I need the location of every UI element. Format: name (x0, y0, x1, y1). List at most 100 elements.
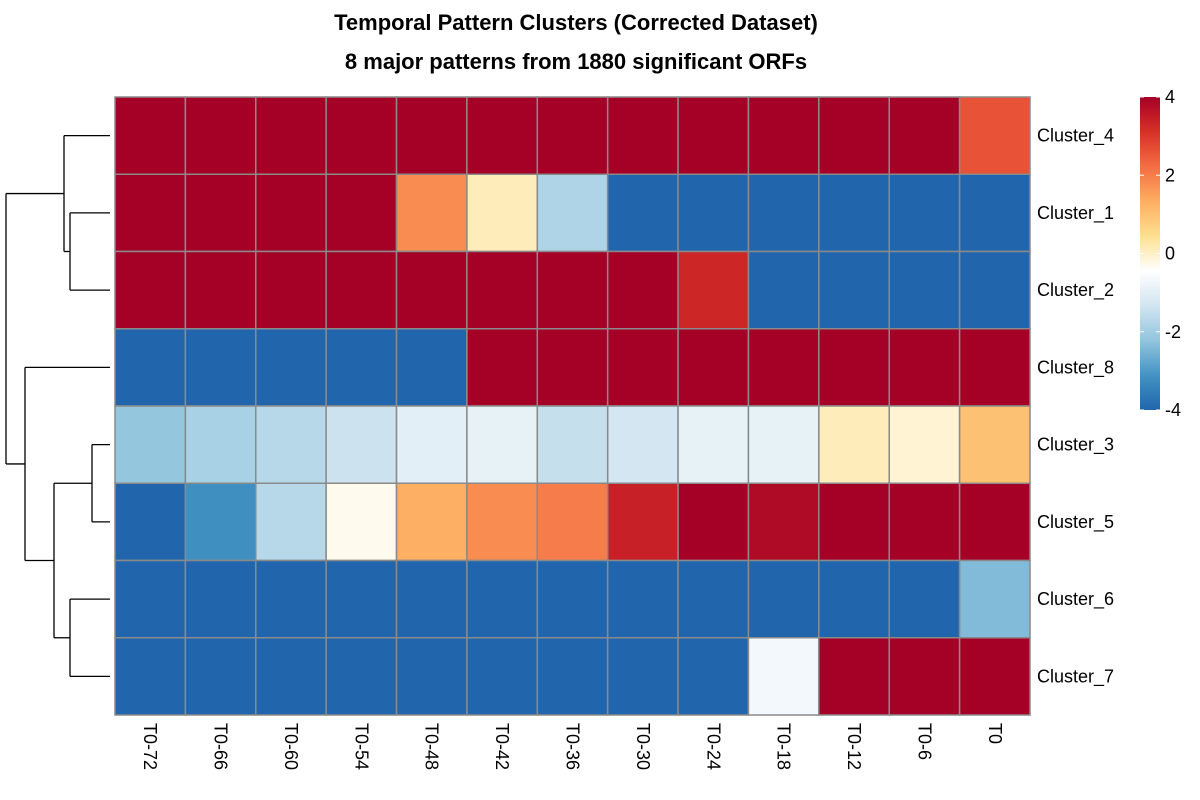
heatmap-cell (677, 250, 750, 330)
heatmap-cell (606, 637, 679, 716)
column-label: T0-60 (281, 723, 301, 770)
heatmap-cell (255, 96, 327, 175)
heatmap-cell (677, 328, 750, 407)
heatmap-cell (888, 250, 961, 330)
heatmap-cell (958, 328, 1031, 407)
heatmap-cell (606, 328, 679, 407)
legend-tick-label: 2 (1165, 165, 1175, 185)
row-label: Cluster_6 (1037, 589, 1114, 610)
heatmap-cell (325, 328, 398, 407)
heatmap-cell (184, 96, 257, 175)
row-label: Cluster_4 (1037, 126, 1114, 147)
color-legend: 4 2 0 -2 -4 (1140, 87, 1181, 420)
heatmap-cell (255, 405, 327, 484)
heatmap-cell (677, 96, 750, 175)
legend-tick-label: 4 (1165, 87, 1175, 107)
heatmap-cell (888, 173, 961, 253)
column-label: T0-18 (774, 723, 794, 770)
heatmap-cell (466, 173, 539, 253)
heatmap-cell (466, 637, 539, 716)
heatmap-cell (114, 173, 187, 253)
heatmap-cell (818, 637, 890, 716)
heatmap-cell (536, 173, 609, 253)
heatmap-cells (114, 96, 1031, 716)
heatmap-cell (606, 250, 679, 330)
heatmap-cell (184, 637, 257, 716)
legend-color-bar (1140, 97, 1160, 410)
heatmap-cell (747, 328, 820, 407)
heatmap-cell (958, 482, 1031, 562)
heatmap-cell (958, 250, 1031, 330)
column-label: T0-72 (140, 723, 160, 770)
legend-tick-label: -2 (1165, 322, 1181, 342)
column-label: T0-30 (633, 723, 653, 770)
heatmap-cell (606, 482, 679, 562)
heatmap-cell (395, 173, 468, 253)
heatmap-cell (184, 559, 257, 639)
heatmap-cell (184, 405, 257, 484)
heatmap-cell (184, 328, 257, 407)
heatmap-cell (325, 250, 398, 330)
column-label: T0-42 (492, 723, 512, 770)
heatmap-cell (114, 405, 187, 484)
chart-subtitle: 8 major patterns from 1880 significant O… (345, 49, 807, 74)
heatmap-cell (958, 559, 1031, 639)
heatmap-cell (747, 637, 820, 716)
heatmap-cell (747, 482, 820, 562)
heatmap-cell (888, 328, 961, 407)
heatmap-cell (747, 96, 820, 175)
heatmap-cell (606, 96, 679, 175)
heatmap-cell (747, 559, 820, 639)
heatmap-cell (958, 405, 1031, 484)
column-label: T0-36 (563, 723, 583, 770)
heatmap-cell (184, 173, 257, 253)
row-label: Cluster_5 (1037, 512, 1114, 533)
heatmap-cell (395, 637, 468, 716)
heatmap-cell (536, 559, 609, 639)
heatmap-cell (255, 637, 327, 716)
column-label: T0-12 (844, 723, 864, 770)
heatmap-cell (466, 482, 539, 562)
row-label: Cluster_1 (1037, 203, 1114, 224)
column-label: T0 (985, 723, 1005, 744)
heatmap-cell (395, 405, 468, 484)
heatmap-cell (677, 637, 750, 716)
heatmap-cell (958, 637, 1031, 716)
heatmap-cell (818, 328, 890, 407)
heatmap-cell (114, 328, 187, 407)
heatmap-cell (114, 96, 187, 175)
heatmap-cell (395, 559, 468, 639)
heatmap-cell (747, 250, 820, 330)
heatmap-cell (466, 405, 539, 484)
heatmap-cell (114, 637, 187, 716)
heatmap-cell (325, 405, 398, 484)
heatmap-cell (888, 405, 961, 484)
heatmap-cell (184, 250, 257, 330)
heatmap-cell (255, 482, 327, 562)
heatmap-cell (325, 482, 398, 562)
heatmap-cell (255, 328, 327, 407)
row-labels: Cluster_4 Cluster_1 Cluster_2 Cluster_8 Clus… (1037, 126, 1114, 688)
heatmap-cell (536, 250, 609, 330)
heatmap-cell (395, 482, 468, 562)
column-label: T0-24 (703, 723, 723, 770)
heatmap-cell (818, 482, 890, 562)
heatmap-cell (536, 405, 609, 484)
row-label: Cluster_8 (1037, 357, 1114, 378)
row-label: Cluster_3 (1037, 435, 1114, 456)
heatmap-cell (888, 96, 961, 175)
heatmap-cell (747, 405, 820, 484)
heatmap-cell (325, 96, 398, 175)
heatmap-cell (325, 637, 398, 716)
heatmap-cell (818, 96, 890, 175)
chart-title: Temporal Pattern Clusters (Corrected Dat… (334, 10, 818, 35)
column-label: T0-6 (914, 723, 934, 760)
heatmap-cell (677, 559, 750, 639)
heatmap-cell (114, 559, 187, 639)
heatmap-cell (466, 250, 539, 330)
heatmap-cell (466, 96, 539, 175)
heatmap-cell (677, 482, 750, 562)
heatmap-cell (818, 559, 890, 639)
heatmap-cell (255, 173, 327, 253)
